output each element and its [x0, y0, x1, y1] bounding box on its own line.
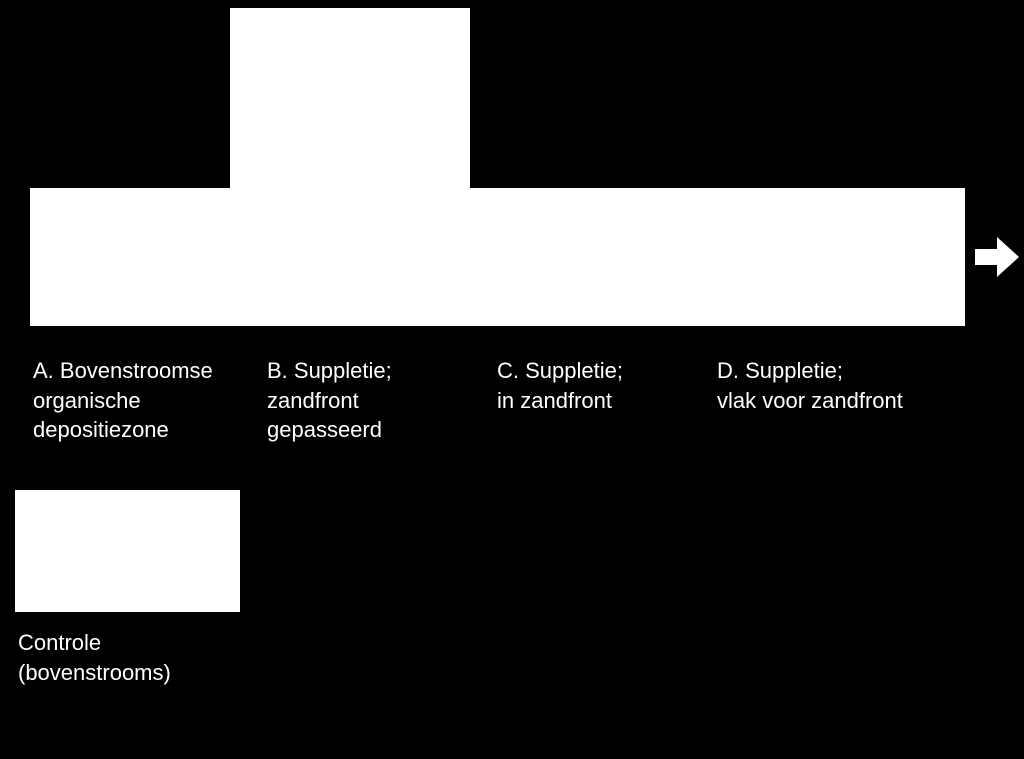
- label-c-line1: C. Suppletie;: [497, 356, 623, 386]
- label-a-line3: depositiezone: [33, 415, 213, 445]
- label-a-line1: A. Bovenstroomse: [33, 356, 213, 386]
- label-c-line2: in zandfront: [497, 386, 623, 416]
- flow-arrow-icon: [975, 237, 1019, 277]
- control-label-line2: (bovenstrooms): [18, 658, 171, 688]
- label-d-line2: vlak voor zandfront: [717, 386, 903, 416]
- control-box: [15, 490, 240, 612]
- label-b-line3: gepasseerd: [267, 415, 392, 445]
- label-b: B. Suppletie; zandfront gepasseerd: [267, 356, 392, 445]
- label-b-line1: B. Suppletie;: [267, 356, 392, 386]
- blob-shape: [230, 8, 470, 208]
- label-c: C. Suppletie; in zandfront: [497, 356, 623, 415]
- label-a: A. Bovenstroomse organische depositiezon…: [33, 356, 213, 445]
- control-label-line1: Controle: [18, 628, 171, 658]
- main-bar: [30, 188, 965, 326]
- label-d-line1: D. Suppletie;: [717, 356, 903, 386]
- label-b-line2: zandfront: [267, 386, 392, 416]
- label-d: D. Suppletie; vlak voor zandfront: [717, 356, 903, 415]
- control-label: Controle (bovenstrooms): [18, 628, 171, 687]
- label-a-line2: organische: [33, 386, 213, 416]
